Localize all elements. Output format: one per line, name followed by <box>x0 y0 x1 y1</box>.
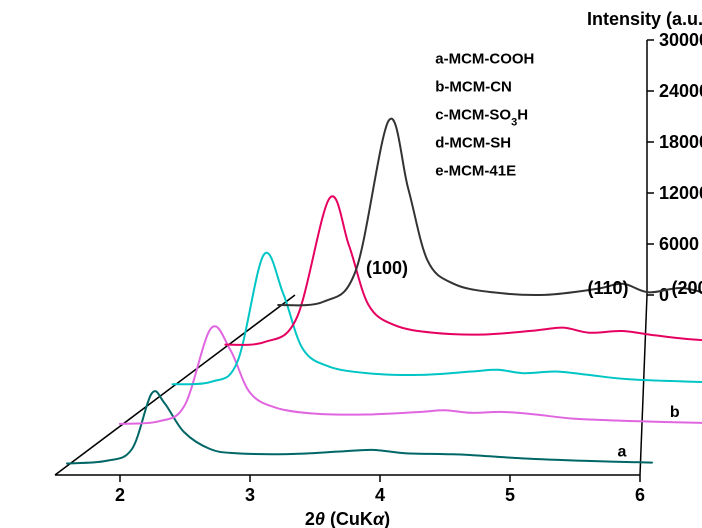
x-tick-label: 4 <box>375 485 385 505</box>
series-label-b: b <box>670 404 680 421</box>
legend-item-c: c-MCM-SO3H <box>435 106 528 128</box>
y-tick-label: 30000 <box>659 30 702 50</box>
y-tick-label: 24000 <box>659 81 702 101</box>
peak-label: (100) <box>366 258 408 278</box>
x-tick-label: 3 <box>245 485 255 505</box>
series-d <box>225 196 702 345</box>
x-tick-label: 2 <box>115 485 125 505</box>
legend: a-MCM-COOH b-MCM-CN c-MCM-SO3H d-MCM-SH e-MC… <box>435 50 534 179</box>
y-tick-label: 0 <box>659 285 669 305</box>
y-tick-label: 6000 <box>659 234 699 254</box>
depth-axis-right <box>640 295 647 475</box>
x-tick-label: 6 <box>635 485 645 505</box>
x-axis-label: 2θ (CuKα) <box>305 509 390 528</box>
series-a <box>67 391 652 463</box>
series-label-a: a <box>618 444 627 461</box>
y-tick-label: 12000 <box>659 183 702 203</box>
plot-area: 2 3 4 5 6 2θ (CuKα) 0 6000 12000 18000 24000 30000I… <box>55 9 702 528</box>
x-tick-label: 5 <box>505 485 515 505</box>
series-c <box>173 253 702 384</box>
legend-item-e: e-MCM-41E <box>435 162 516 179</box>
peak-label: (200) <box>671 278 702 298</box>
legend-item-b: b-MCM-CN <box>435 78 512 95</box>
peak-label: (110) <box>587 278 628 298</box>
y-tick-label: 18000 <box>659 132 702 152</box>
legend-item-a: a-MCM-COOH <box>435 50 534 67</box>
y-axis-label: Intensity (a.u.) <box>587 9 702 29</box>
legend-item-d: d-MCM-SH <box>435 134 511 151</box>
